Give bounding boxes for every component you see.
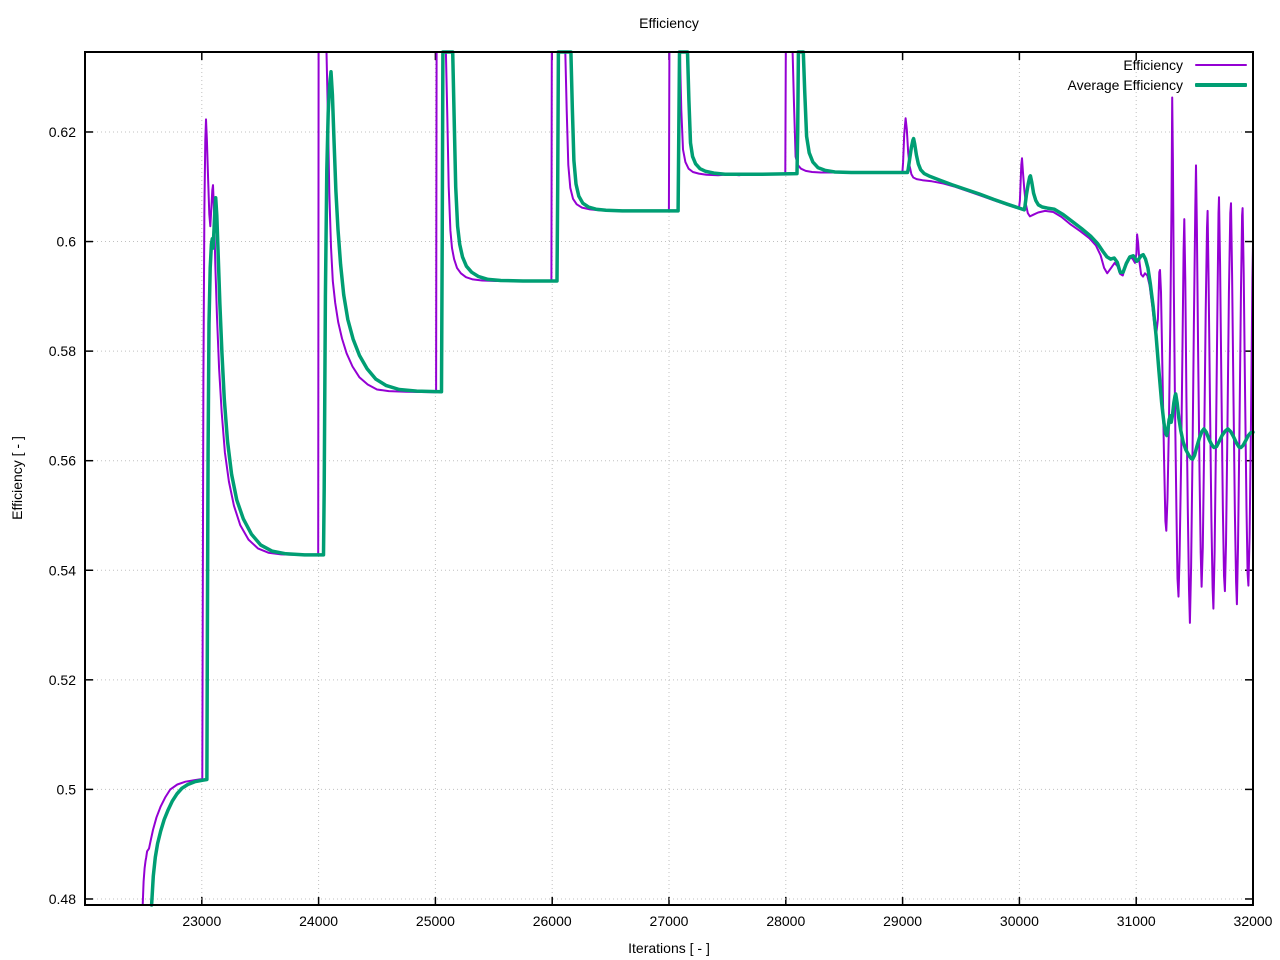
legend-line-sample-average-efficiency [1195,82,1247,87]
x-axis-label: Iterations [ - ] [628,940,710,956]
x-tick-label: 23000 [182,913,221,929]
x-tick-label: 27000 [650,913,689,929]
legend-label-average-efficiency: Average Efficiency [1067,76,1183,93]
series-line-average-efficiency [149,50,1255,907]
y-tick-label: 0.5 [57,781,77,797]
y-axis-label: Efficiency [ - ] [9,436,25,520]
legend-line-sample-efficiency [1195,63,1247,66]
x-tick-label: 31000 [1117,913,1156,929]
x-tick-label: 29000 [883,913,922,929]
legend-item-average-efficiency: Average Efficiency [1068,75,1247,94]
y-tick-label: 0.6 [57,234,77,250]
x-tick-label: 24000 [299,913,338,929]
legend-item-efficiency: Efficiency [1123,55,1247,74]
series-line-efficiency [141,51,1254,906]
y-tick-label: 0.56 [49,453,76,469]
legend-label-efficiency: Efficiency [1123,56,1183,73]
y-tick-label: 0.48 [49,891,76,907]
y-tick-label: 0.58 [49,343,76,359]
x-tick-label: 32000 [1234,913,1273,929]
x-tick-label: 30000 [1000,913,1039,929]
chart-title: Efficiency [639,15,699,31]
legend: Efficiency Average Efficiency [1068,55,1247,94]
x-tick-label: 28000 [766,913,805,929]
y-tick-label: 0.54 [49,562,76,578]
plot-border [84,51,1254,906]
y-tick-label: 0.52 [49,672,76,688]
y-tick-label: 0.62 [49,124,76,140]
x-tick-label: 25000 [416,913,455,929]
x-tick-label: 26000 [533,913,572,929]
